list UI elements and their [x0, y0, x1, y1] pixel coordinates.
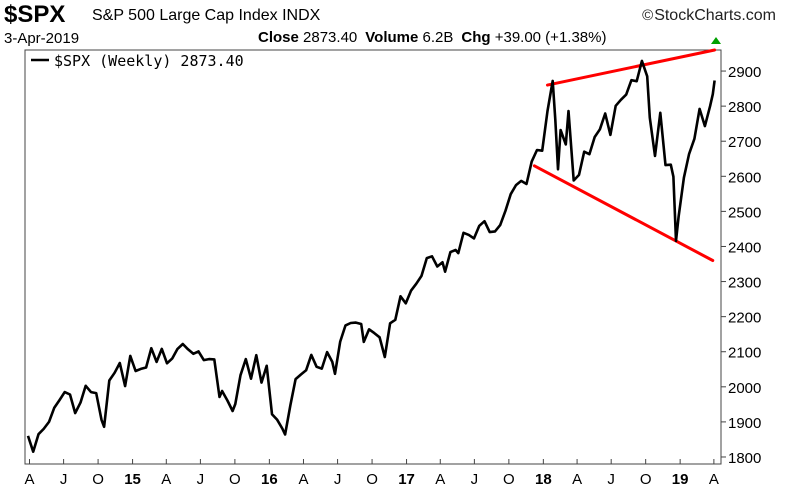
x-tick-label: 15: [124, 471, 141, 488]
y-tick-label: 2700: [728, 134, 761, 151]
x-tick-label: 19: [672, 471, 689, 488]
x-tick-label: O: [229, 471, 241, 488]
close-label: Close: [258, 29, 299, 46]
x-tick-label: O: [640, 471, 652, 488]
x-tick-label: J: [607, 471, 615, 488]
index-name: S&P 500 Large Cap Index: [92, 7, 278, 24]
volume-label: Volume: [365, 29, 419, 46]
x-tick-label: A: [298, 471, 308, 488]
plot-frame: [24, 49, 722, 465]
trendlines: [532, 48, 717, 263]
price-line: [26, 59, 716, 453]
y-tick-label: 2100: [728, 345, 761, 362]
copyright-icon: ©: [642, 7, 654, 24]
x-tick-label: A: [24, 471, 34, 488]
legend: $SPX (Weekly) 2873.40: [31, 52, 244, 70]
x-tick-label: J: [197, 471, 205, 488]
x-tick-label: O: [503, 471, 515, 488]
y-axis: 1800 1900 2000 2100 2200 2300 2400 2500 2600 2700…: [721, 64, 761, 467]
y-tick-label: 2200: [728, 310, 761, 327]
close-value: 2873.40: [303, 29, 358, 46]
quote-summary: Close 2873.40 Volume 6.2B Chg +39.00 (+1.3…: [258, 30, 606, 45]
x-tick-label: J: [471, 471, 479, 488]
volume-value: 6.2B: [422, 29, 454, 46]
chg-label: Chg: [461, 29, 491, 46]
y-tick-label: 2000: [728, 380, 761, 397]
y-tick-label: 1800: [728, 450, 761, 467]
x-tick-label: A: [435, 471, 445, 488]
chart-symbol: $SPX: [4, 1, 66, 28]
y-tick-label: 1900: [728, 415, 761, 432]
x-tick-label: J: [60, 471, 68, 488]
x-tick-label: O: [92, 471, 104, 488]
quote-date: 3-Apr-2019: [4, 30, 80, 47]
x-tick-label: A: [572, 471, 582, 488]
brand-watermark: ©StockCharts.com: [642, 8, 776, 24]
x-tick-label: O: [366, 471, 378, 488]
exchange-code: INDX: [282, 7, 321, 24]
chart-description: S&P 500 Large Cap Index INDX: [92, 8, 320, 24]
x-tick-label: 16: [261, 471, 278, 488]
y-tick-label: 2800: [728, 99, 761, 116]
y-tick-label: 2500: [728, 204, 761, 221]
x-tick-label: A: [161, 471, 171, 488]
x-tick-label: 17: [398, 471, 415, 488]
y-tick-label: 2600: [728, 169, 761, 186]
x-tick-label: J: [334, 471, 342, 488]
x-axis: A J O 15 A J O 16 A J O 17 A J O 18 A J O 19 A: [24, 459, 719, 488]
brand-name: StockCharts.com: [654, 7, 776, 24]
y-tick-label: 2900: [728, 64, 761, 81]
y-tick-label: 2300: [728, 275, 761, 292]
chg-value: +39.00 (+1.38%): [494, 29, 607, 46]
legend-label: $SPX (Weekly) 2873.40: [54, 52, 244, 70]
chg-up-arrow-icon: [711, 37, 721, 44]
x-tick-label: A: [709, 471, 719, 488]
upper-trendline: [545, 48, 717, 87]
x-tick-label: 18: [535, 471, 552, 488]
y-tick-label: 2400: [728, 239, 761, 256]
lower-trendline: [532, 164, 715, 263]
